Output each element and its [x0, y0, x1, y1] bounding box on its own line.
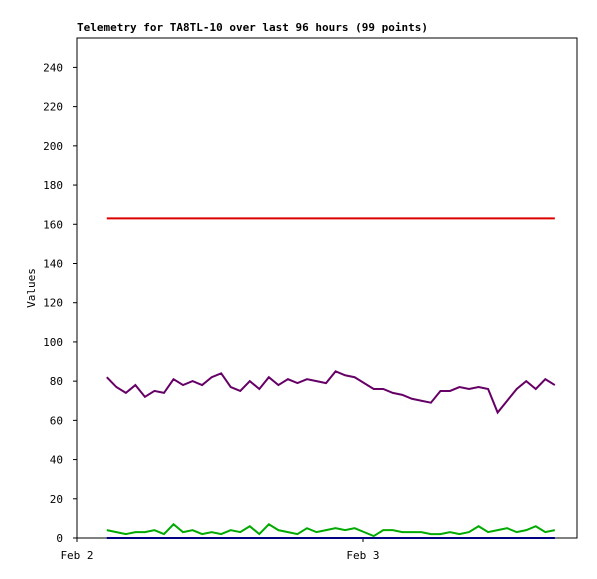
- x-tick-label: Feb 3: [346, 549, 379, 562]
- y-tick-label: 40: [50, 454, 63, 467]
- y-tick-label: 140: [43, 257, 63, 270]
- series-line: [106, 522, 556, 538]
- y-tick-label: 180: [43, 179, 63, 192]
- series-line: [106, 370, 556, 415]
- y-tick-label: 120: [43, 297, 63, 310]
- y-tick-label: 60: [50, 414, 63, 427]
- y-tick-label: 0: [56, 532, 63, 545]
- y-axis-label: Values: [25, 268, 38, 308]
- y-tick-label: 160: [43, 218, 63, 231]
- x-tick-label: Feb 2: [60, 549, 93, 562]
- y-tick-label: 220: [43, 101, 63, 114]
- y-tick-label: 240: [43, 61, 63, 74]
- y-tick-label: 100: [43, 336, 63, 349]
- y-tick-label: 80: [50, 375, 63, 388]
- y-tick-label: 20: [50, 493, 63, 506]
- y-tick-label: 200: [43, 140, 63, 153]
- chart-title: Telemetry for TA8TL-10 over last 96 hour…: [77, 21, 428, 34]
- plot-frame: [76, 37, 578, 539]
